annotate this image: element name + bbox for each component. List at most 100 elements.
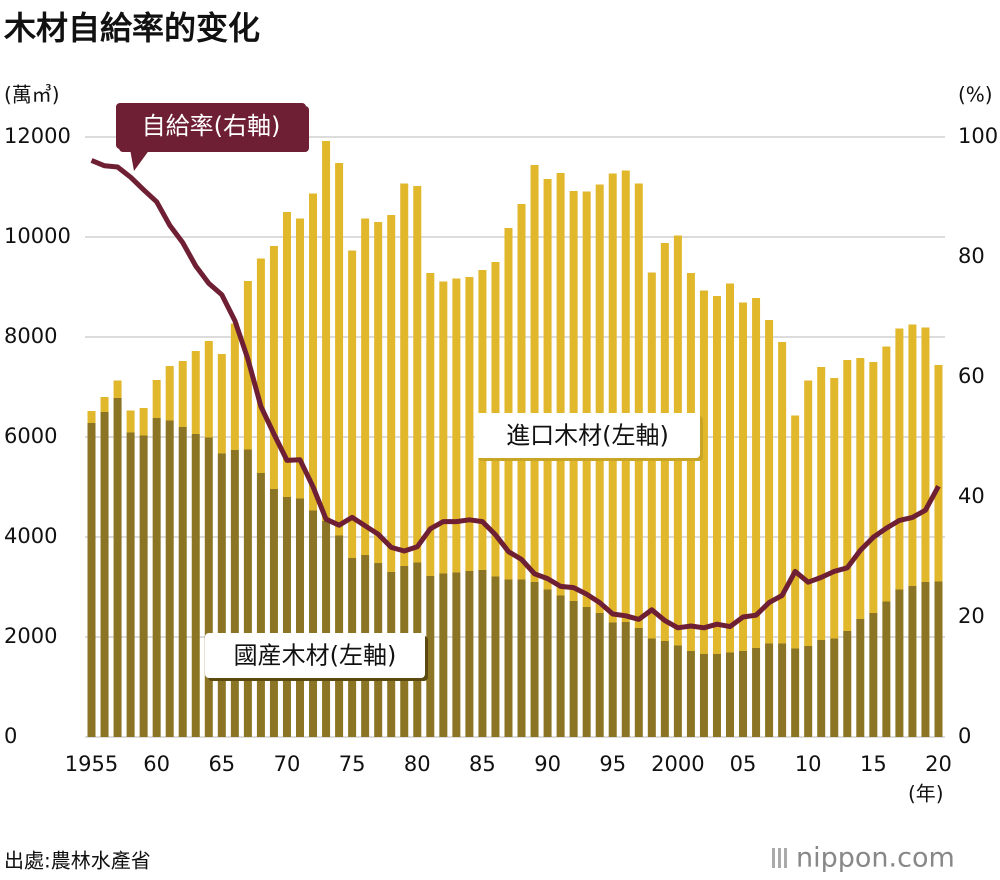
y2-tick-label: 0 bbox=[958, 724, 971, 748]
bar bbox=[230, 450, 239, 737]
bar bbox=[934, 365, 943, 582]
bar bbox=[269, 246, 278, 489]
bar bbox=[739, 302, 748, 651]
y-tick-label: 2000 bbox=[4, 624, 57, 648]
bar bbox=[256, 258, 265, 473]
legend-item: 自給率(右軸) bbox=[116, 103, 309, 171]
bar bbox=[152, 418, 161, 737]
bar bbox=[100, 397, 109, 412]
bar bbox=[178, 427, 187, 737]
bar bbox=[726, 283, 734, 653]
x-tick-label: 10 bbox=[795, 752, 822, 776]
bar bbox=[230, 323, 239, 450]
legend-box bbox=[475, 413, 700, 458]
bar bbox=[387, 215, 396, 572]
bar bbox=[556, 595, 565, 737]
bar bbox=[660, 641, 669, 737]
bar bbox=[452, 278, 461, 573]
bar bbox=[765, 320, 774, 644]
bar bbox=[934, 581, 943, 737]
bar bbox=[895, 589, 904, 737]
bar bbox=[608, 622, 617, 737]
bar bbox=[217, 453, 226, 737]
bar bbox=[139, 408, 148, 436]
y-tick-label: 6000 bbox=[4, 424, 57, 448]
y-unit: (萬㎥) bbox=[4, 83, 60, 107]
x-tick-label: 90 bbox=[534, 752, 561, 776]
bar bbox=[869, 613, 878, 737]
bar bbox=[269, 489, 278, 737]
bar bbox=[921, 327, 930, 582]
bar bbox=[543, 589, 552, 737]
y2-unit: (%) bbox=[958, 83, 993, 107]
bar bbox=[426, 576, 435, 737]
bar bbox=[113, 398, 122, 737]
bar bbox=[882, 601, 891, 737]
bar bbox=[752, 298, 761, 648]
line bbox=[90, 158, 941, 631]
bar bbox=[439, 573, 448, 737]
bar bbox=[374, 222, 383, 563]
bar bbox=[517, 579, 526, 737]
bar bbox=[686, 273, 695, 651]
source: 出處:農林水產省 bbox=[4, 849, 151, 873]
bar bbox=[204, 341, 213, 438]
bar bbox=[634, 183, 643, 628]
bar bbox=[517, 204, 526, 580]
bar bbox=[530, 165, 539, 582]
bar bbox=[765, 643, 774, 737]
x-tick-label: 20 bbox=[925, 752, 952, 776]
bar bbox=[673, 645, 682, 737]
bar bbox=[621, 622, 630, 737]
bar bbox=[595, 184, 604, 613]
y2-tick-label: 100 bbox=[958, 124, 998, 148]
legend-pointer bbox=[130, 149, 150, 171]
legend-box bbox=[116, 103, 306, 149]
bar bbox=[491, 576, 500, 737]
legend-box bbox=[205, 633, 425, 678]
bar bbox=[739, 651, 748, 737]
x-tick-label: 85 bbox=[469, 752, 496, 776]
y-tick-label: 12000 bbox=[4, 124, 71, 148]
bar bbox=[556, 173, 565, 596]
bar bbox=[882, 346, 891, 602]
bar bbox=[817, 640, 826, 737]
bar bbox=[712, 296, 721, 654]
bar bbox=[348, 250, 357, 558]
bar bbox=[256, 473, 265, 737]
bar bbox=[686, 651, 695, 737]
bar bbox=[699, 654, 708, 737]
bar bbox=[712, 654, 721, 737]
x-tick-label: 05 bbox=[730, 752, 757, 776]
bar bbox=[830, 378, 839, 639]
bar bbox=[856, 358, 865, 619]
bar bbox=[895, 328, 904, 590]
bar bbox=[322, 521, 331, 737]
bar bbox=[361, 218, 370, 555]
bar bbox=[152, 380, 161, 418]
bar bbox=[191, 434, 200, 737]
bar bbox=[87, 411, 96, 423]
bar bbox=[634, 628, 643, 737]
bar bbox=[309, 510, 318, 737]
bar bbox=[465, 571, 474, 737]
bar bbox=[908, 586, 917, 737]
bar bbox=[921, 582, 930, 737]
x-tick-label: 95 bbox=[599, 752, 626, 776]
bar bbox=[752, 648, 761, 737]
x-tick-label: 70 bbox=[274, 752, 301, 776]
bar bbox=[87, 423, 96, 737]
bar bbox=[126, 410, 135, 433]
x-tick-label: 65 bbox=[208, 752, 235, 776]
x-tick-label: 60 bbox=[143, 752, 170, 776]
y2-tick-label: 20 bbox=[958, 604, 985, 628]
bar bbox=[165, 420, 174, 737]
bar bbox=[400, 183, 409, 566]
bar bbox=[465, 277, 474, 571]
bar bbox=[217, 354, 226, 454]
x-tick-label: 80 bbox=[404, 752, 431, 776]
bar bbox=[791, 648, 800, 737]
bar bbox=[335, 163, 344, 536]
